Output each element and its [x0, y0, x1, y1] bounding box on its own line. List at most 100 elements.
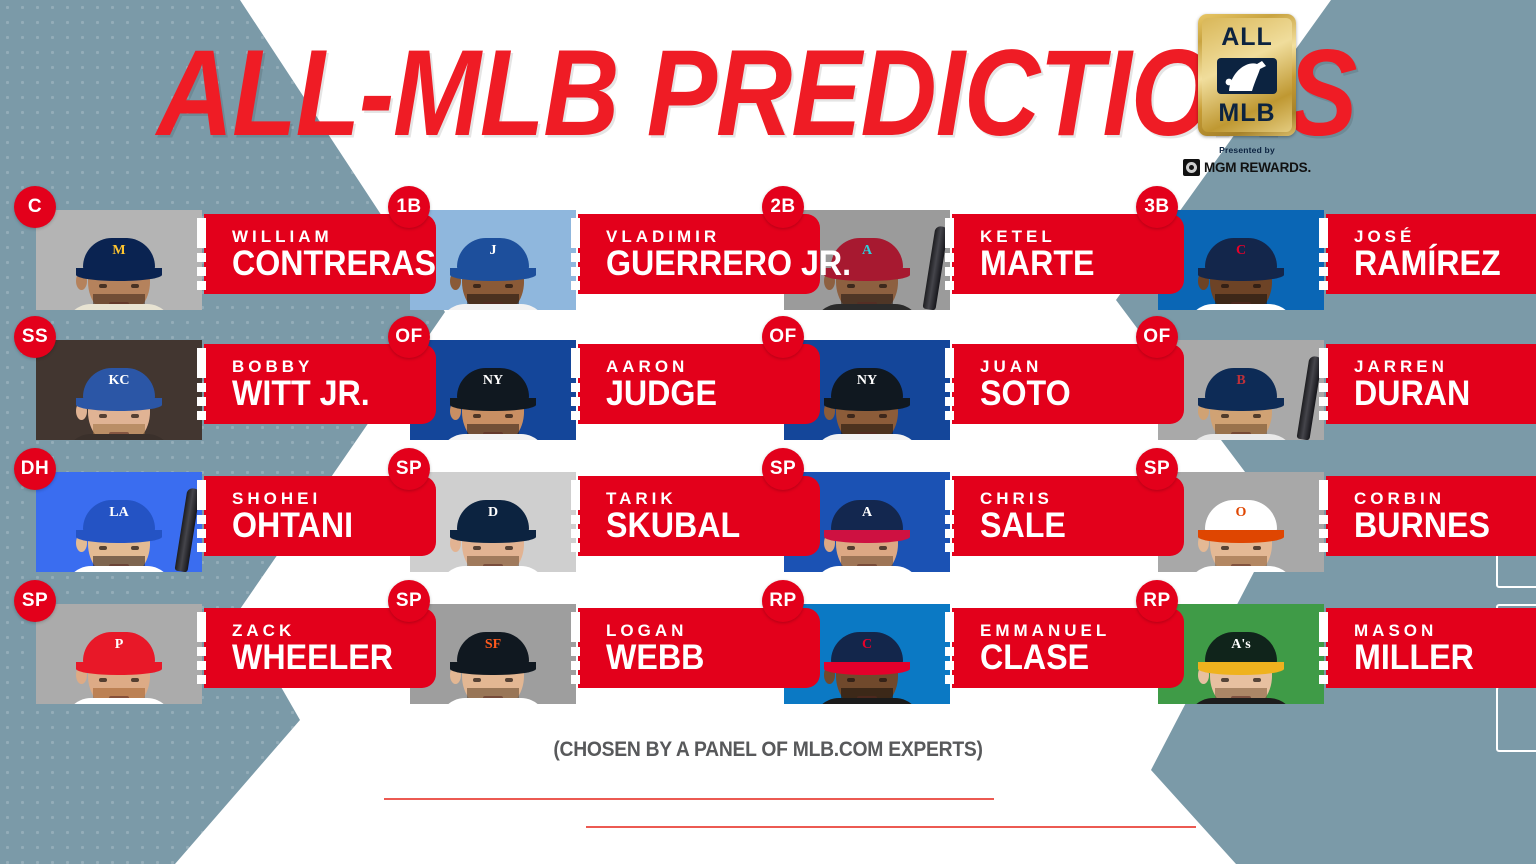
player-first-name: MASON	[1354, 621, 1438, 640]
position-badge: SP	[14, 580, 56, 622]
player-grid: C M WILLIAM CONTRERAS 1B J VLADIMIR GUERRERO JR…	[0, 186, 1536, 730]
player-card[interactable]: OF NY JUAN SOTO	[762, 316, 1184, 440]
dash-marks	[1318, 348, 1328, 432]
player-photo: M	[36, 210, 202, 310]
player-first-name: JARREN	[1354, 357, 1448, 376]
player-photo: A's	[1158, 604, 1324, 704]
player-last-name: DURAN	[1354, 374, 1471, 413]
dash-marks	[196, 480, 206, 564]
position-badge: 2B	[762, 186, 804, 228]
player-headshot: A	[813, 500, 921, 572]
player-first-name: KETEL	[980, 227, 1056, 246]
player-card[interactable]: SP A CHRIS SALE	[762, 448, 1184, 572]
player-headshot: A	[813, 238, 921, 310]
position-badge: 1B	[388, 186, 430, 228]
player-first-name: VLADIMIR	[606, 227, 721, 246]
player-card[interactable]: OF B JARREN DURAN	[1136, 316, 1536, 440]
player-headshot: B	[1187, 368, 1295, 440]
dash-marks	[1318, 612, 1328, 696]
mgm-lion-icon	[1182, 159, 1200, 176]
dash-marks	[944, 348, 954, 432]
shield-icon: ALL MLB	[1198, 14, 1296, 136]
player-name-bar: JOSÉ RAMÍREZ	[1326, 214, 1536, 294]
player-card[interactable]: 1B J VLADIMIR GUERRERO JR.	[388, 186, 851, 310]
sponsor-logo: MGM REWARDS.	[1182, 159, 1312, 176]
player-name-bar: BOBBY WITT JR.	[204, 344, 436, 424]
dash-marks	[570, 612, 580, 696]
player-last-name: SOTO	[980, 374, 1071, 413]
player-photo: P	[36, 604, 202, 704]
player-last-name: JUDGE	[606, 374, 717, 413]
page-title: ALL-MLB PREDICTIONS	[157, 24, 1357, 162]
footer-rule-bottom	[586, 826, 1196, 828]
player-first-name: BOBBY	[232, 357, 314, 376]
player-card[interactable]: RP A's MASON MILLER	[1136, 580, 1536, 704]
sponsor-name: MGM REWARDS.	[1203, 160, 1312, 175]
player-card[interactable]: C M WILLIAM CONTRERAS	[14, 186, 436, 310]
player-card[interactable]: SP D TARIK SKUBAL	[388, 448, 820, 572]
player-name-bar: JARREN DURAN	[1326, 344, 1536, 424]
player-name-bar: KETEL MARTE	[952, 214, 1184, 294]
player-headshot: NY	[813, 368, 921, 440]
position-badge: SS	[14, 316, 56, 358]
player-card[interactable]: RP C EMMANUEL CLASE	[762, 580, 1184, 704]
player-card[interactable]: 2B A KETEL MARTE	[762, 186, 1184, 310]
dash-marks	[196, 612, 206, 696]
mlb-batter-silhouette-icon	[1217, 57, 1277, 94]
player-photo: NY	[410, 340, 576, 440]
player-first-name: JOSÉ	[1354, 227, 1416, 246]
player-card[interactable]: SP O CORBIN BURNES	[1136, 448, 1536, 572]
position-badge: SP	[1136, 448, 1178, 490]
player-name-bar: JUAN SOTO	[952, 344, 1184, 424]
player-headshot: NY	[439, 368, 547, 440]
player-first-name: LOGAN	[606, 621, 688, 640]
player-card[interactable]: SP P ZACK WHEELER	[14, 580, 436, 704]
player-photo: LA	[36, 472, 202, 572]
player-last-name: SKUBAL	[606, 506, 741, 545]
position-badge: C	[14, 186, 56, 228]
player-name-bar: AARON JUDGE	[578, 344, 820, 424]
player-first-name: CHRIS	[980, 489, 1053, 508]
all-mlb-logo: ALL MLB Presented by MGM REWARDS.	[1182, 14, 1312, 176]
player-headshot: LA	[65, 500, 173, 572]
position-badge: SP	[388, 580, 430, 622]
position-badge: OF	[1136, 316, 1178, 358]
player-headshot: M	[65, 238, 173, 310]
player-last-name: RAMÍREZ	[1354, 244, 1501, 283]
position-badge: RP	[762, 580, 804, 622]
dash-marks	[944, 480, 954, 564]
player-card[interactable]: 3B C JOSÉ RAMÍREZ	[1136, 186, 1536, 310]
position-badge: RP	[1136, 580, 1178, 622]
credit-line: (CHOSEN BY A PANEL OF MLB.COM EXPERTS)	[553, 738, 983, 761]
player-name-bar: WILLIAM CONTRERAS	[204, 214, 436, 294]
player-card[interactable]: SS KC BOBBY WITT JR.	[14, 316, 436, 440]
dash-marks	[570, 218, 580, 302]
player-first-name: TARIK	[606, 489, 677, 508]
player-last-name: MARTE	[980, 244, 1095, 283]
player-photo: C	[1158, 210, 1324, 310]
dash-marks	[944, 218, 954, 302]
player-photo: B	[1158, 340, 1324, 440]
dash-marks	[944, 612, 954, 696]
player-headshot: J	[439, 238, 547, 310]
player-last-name: CONTRERAS	[232, 244, 436, 283]
dash-marks	[1318, 480, 1328, 564]
player-card[interactable]: SP SF LOGAN WEBB	[388, 580, 820, 704]
player-name-bar: ZACK WHEELER	[204, 608, 436, 688]
player-name-bar: CORBIN BURNES	[1326, 476, 1536, 556]
player-last-name: OHTANI	[232, 506, 354, 545]
player-photo: KC	[36, 340, 202, 440]
player-card[interactable]: DH LA SHOHEI OHTANI	[14, 448, 436, 572]
header: ALL-MLB PREDICTIONS ALL MLB Presented by…	[0, 0, 1536, 200]
position-badge: OF	[388, 316, 430, 358]
player-last-name: WITT JR.	[232, 374, 370, 413]
player-card[interactable]: OF NY AARON JUDGE	[388, 316, 820, 440]
player-last-name: WHEELER	[232, 638, 393, 677]
player-photo: SF	[410, 604, 576, 704]
player-headshot: O	[1187, 500, 1295, 572]
position-badge: DH	[14, 448, 56, 490]
footer-rule-top	[384, 798, 994, 800]
player-headshot: C	[813, 632, 921, 704]
dash-marks	[570, 348, 580, 432]
player-last-name: SALE	[980, 506, 1066, 545]
